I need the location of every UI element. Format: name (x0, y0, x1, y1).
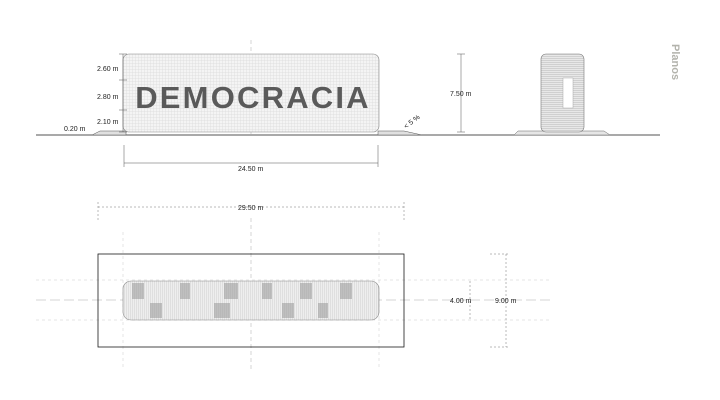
side-base-plate (513, 130, 611, 136)
total-height-label: 7.50 m (450, 91, 472, 98)
outer-platform (97, 253, 405, 348)
sign-depth-label: 4.00 m (450, 298, 472, 305)
outer-depth-label: 9.00 m (495, 298, 517, 305)
plan-view: 29.50 m 4.00 m 9.00 m (36, 202, 552, 370)
sheet-title: Planos (669, 44, 681, 80)
height-bottom-label: 2.10 m (97, 119, 119, 126)
sheet-title-group: Planos (669, 44, 681, 80)
height-middle-label: 2.80 m (97, 94, 119, 101)
side-volume (540, 53, 585, 133)
sign-word: DEMOCRACIA (135, 80, 371, 115)
letter-blocks (132, 283, 352, 318)
outer-length-label: 29.50 m (238, 205, 263, 212)
height-top-label: 2.60 m (97, 66, 119, 73)
base-offset-label: 0.20 m (64, 126, 86, 133)
length-label: 24.50 m (238, 166, 263, 173)
side-elevation (513, 53, 611, 136)
right-ramp (377, 130, 423, 136)
front-elevation: DEMOCRACIA 2.60 m 2.80 m 2.10 m 0.20 m <… (36, 40, 660, 173)
left-ramp (91, 130, 127, 136)
side-notch (562, 77, 574, 109)
slope-label: < 5 % (403, 114, 422, 131)
